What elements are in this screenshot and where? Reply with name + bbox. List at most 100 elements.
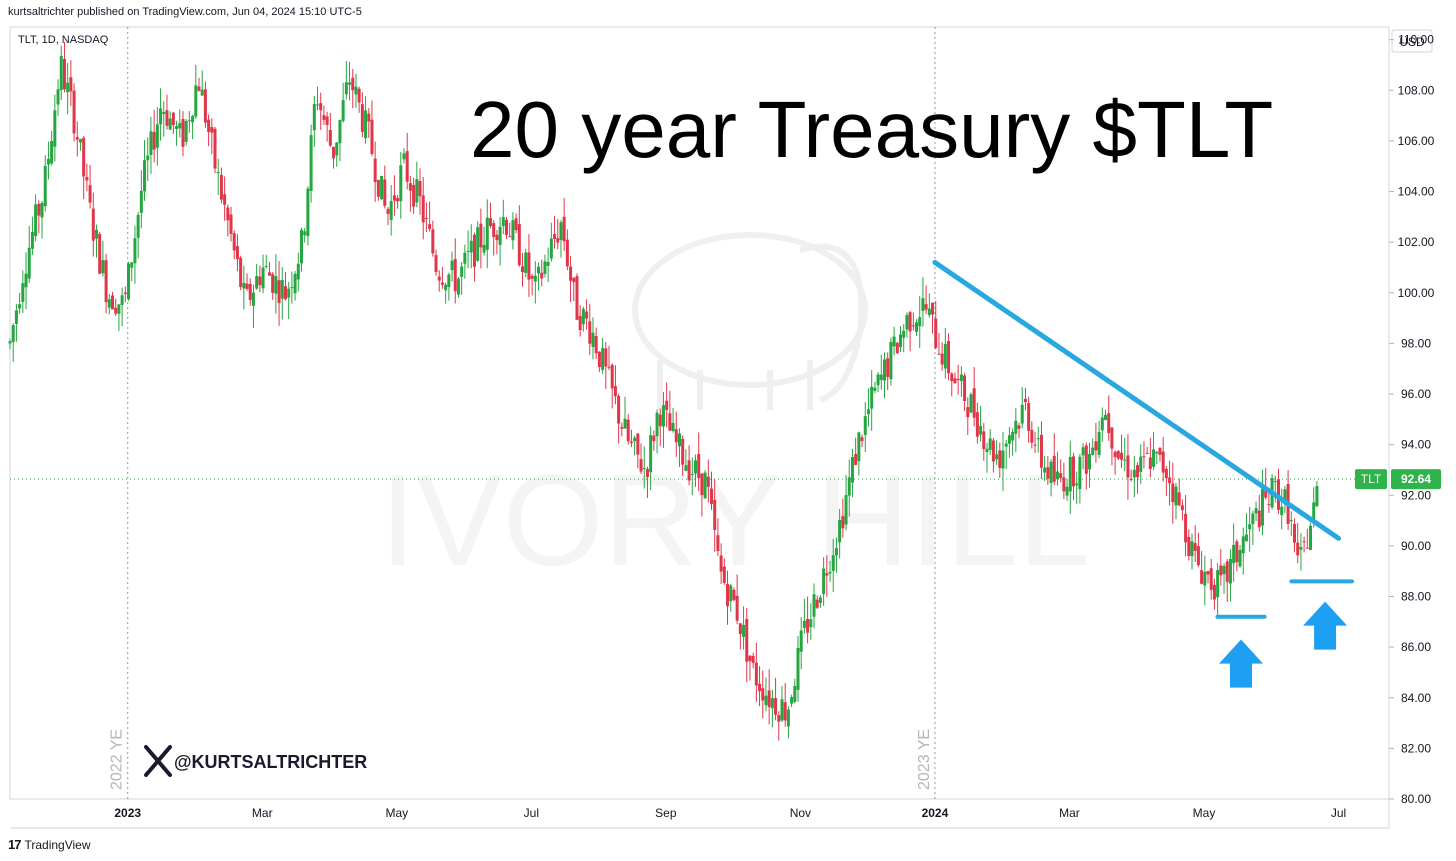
candle-down <box>383 179 387 206</box>
candle-down <box>1305 547 1309 549</box>
last-price-tag <box>1391 469 1441 490</box>
candle-up <box>184 121 188 142</box>
candle-up <box>187 120 191 122</box>
symbol-tag-label: TLT <box>1361 472 1382 486</box>
candle-down <box>956 379 960 381</box>
candle-up <box>1001 450 1005 469</box>
candle-down <box>924 304 928 310</box>
candle-down <box>1177 492 1181 506</box>
candle-up <box>831 555 835 571</box>
candle-down <box>758 683 762 692</box>
candle-down <box>517 224 521 266</box>
currency-box[interactable] <box>1391 29 1433 53</box>
candle-up <box>729 585 733 602</box>
candle-up <box>812 594 816 617</box>
candle-down <box>351 77 355 91</box>
candle-up <box>1132 469 1136 478</box>
candle-up <box>485 217 489 250</box>
candle-up <box>1104 414 1108 421</box>
candle-up <box>537 266 541 274</box>
candle-up <box>94 229 98 239</box>
candle-down <box>370 119 374 154</box>
candle-up <box>850 457 854 483</box>
candle-up <box>143 160 147 192</box>
candle-down <box>1302 541 1306 543</box>
candle-up <box>844 495 848 525</box>
candle-up <box>969 394 973 413</box>
candle-down <box>431 229 435 254</box>
candle-down <box>1257 510 1261 528</box>
candle-down <box>645 468 649 478</box>
candle-down <box>1017 425 1021 429</box>
candle-down <box>854 453 858 465</box>
candle-down <box>716 535 720 551</box>
candle-down <box>248 284 252 301</box>
candle-down <box>437 276 441 281</box>
candle-up <box>261 267 265 289</box>
candle-down <box>1187 536 1191 556</box>
candle-up <box>511 220 515 241</box>
candle-down <box>123 292 127 294</box>
candle-down <box>277 280 281 304</box>
drawing-layer[interactable] <box>932 259 1355 688</box>
candle-up <box>809 619 813 628</box>
candle-down <box>1136 465 1140 478</box>
candle-down <box>562 216 566 242</box>
candle-up <box>107 299 111 308</box>
candle-down <box>963 375 967 401</box>
currency-label: USD <box>1399 35 1425 49</box>
candle-up <box>684 465 688 471</box>
candle-down <box>668 413 672 431</box>
candle-down <box>492 223 496 237</box>
candle-down <box>1110 427 1114 449</box>
watermark-logo <box>632 232 868 410</box>
candle-down <box>85 177 89 181</box>
candle-down <box>1107 413 1111 434</box>
y-tick-label: 82.00 <box>1401 741 1431 755</box>
candle-up <box>1190 541 1194 557</box>
candle-up <box>312 104 316 131</box>
candle-down <box>171 112 175 126</box>
candle-down <box>572 277 576 283</box>
candle-up <box>863 416 867 435</box>
candle-up <box>159 108 163 125</box>
candle-down <box>908 312 912 332</box>
candle-up <box>1065 486 1069 496</box>
candle-down <box>488 218 492 227</box>
candle-up <box>985 448 989 453</box>
y-tick-label: 88.00 <box>1401 590 1431 604</box>
candle-up <box>43 165 47 207</box>
candle-down <box>610 364 614 389</box>
candle-down <box>1209 568 1213 590</box>
candle-up <box>354 86 358 95</box>
y-tick-label: 94.00 <box>1401 438 1431 452</box>
candle-down <box>1084 445 1088 474</box>
candle-up <box>34 204 38 237</box>
candle-down <box>950 373 954 382</box>
candle-down <box>283 286 287 300</box>
candle-down <box>860 437 864 442</box>
candle-up <box>870 386 874 409</box>
candle-up <box>655 412 659 437</box>
candle-up <box>402 153 406 160</box>
candle-up <box>879 374 883 380</box>
candle-down <box>392 195 396 201</box>
candle-up <box>882 359 886 381</box>
candle-up <box>450 260 454 271</box>
candle-up <box>264 266 268 268</box>
candle-down <box>82 137 86 177</box>
candle-up <box>364 110 368 139</box>
candle-up <box>8 341 12 344</box>
candle-down <box>607 366 611 368</box>
candle-down <box>751 655 755 663</box>
candle-up <box>866 409 870 415</box>
candle-up <box>146 155 150 161</box>
candle-down <box>1158 447 1162 455</box>
x-tick-label: Mar <box>1059 806 1080 820</box>
candle-down <box>114 307 118 314</box>
candle-up <box>136 214 140 238</box>
x-tick-label: Nov <box>790 806 811 820</box>
candle-down <box>556 238 560 243</box>
y-tick-label: 108.00 <box>1398 83 1435 97</box>
